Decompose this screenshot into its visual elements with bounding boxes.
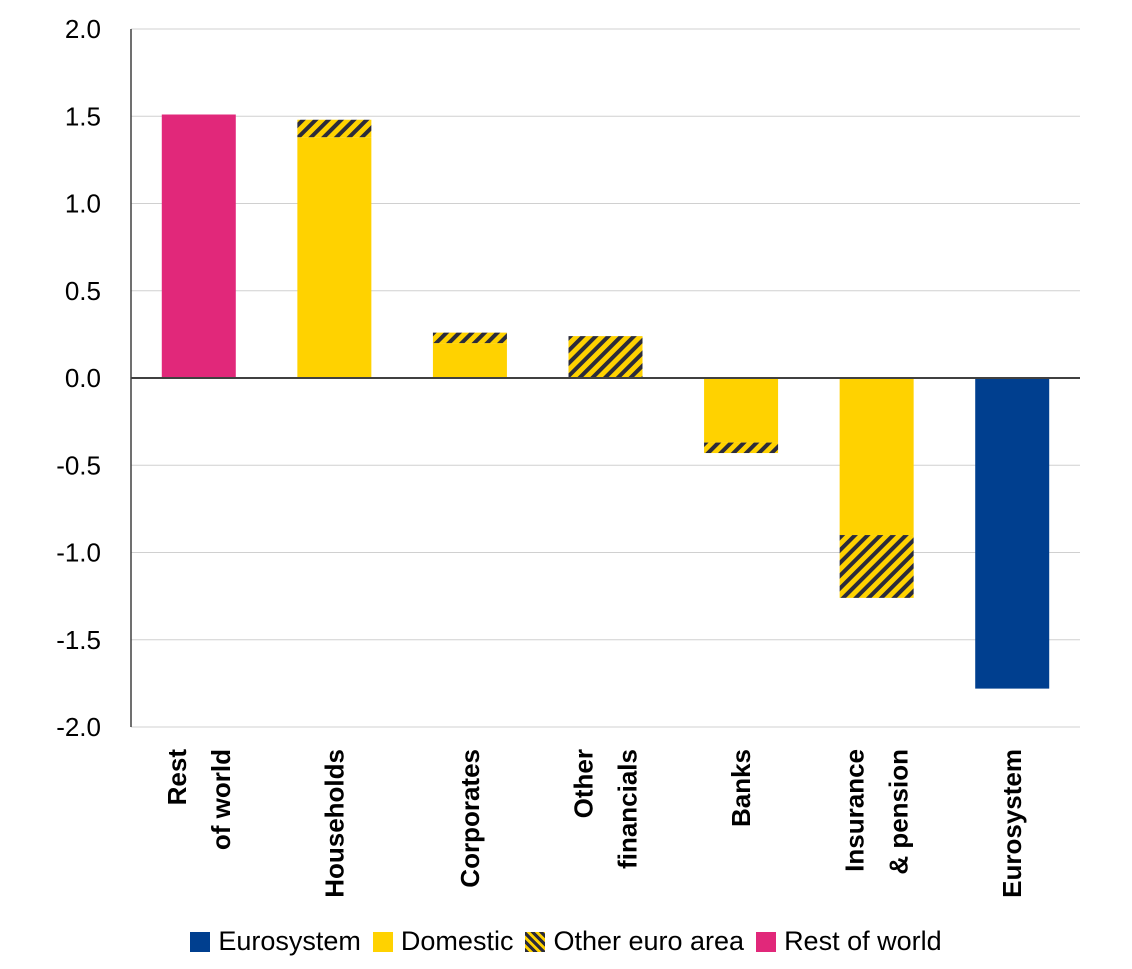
legend-label: Domestic — [400, 926, 514, 956]
legend-item: Domestic — [372, 926, 514, 957]
bar-segment-other-euro-area — [704, 442, 779, 454]
y-tick-label: -0.5 — [56, 450, 101, 480]
legend: Eurosystem Domestic Other euro area Rest of… — [0, 926, 1132, 957]
legend-swatch — [756, 931, 777, 952]
bars — [161, 114, 1050, 689]
y-tick-label: 1.0 — [65, 189, 101, 219]
category-label: Rest of world — [162, 749, 236, 850]
legend-item: Other euro area — [525, 926, 744, 957]
legend-label: Rest of world — [784, 926, 942, 956]
category-label: Other financials — [569, 749, 643, 869]
bar-segment-domestic — [297, 137, 372, 378]
category-label-line: & pension — [884, 749, 914, 875]
category-label-line: of world — [206, 749, 236, 850]
y-tick-label: -2.0 — [56, 712, 101, 742]
category-label-line: financials — [613, 749, 643, 869]
y-tick-labels: 2.0 1.5 1.0 0.5 0.0 -0.5 -1.0 -1.5 -2.0 — [56, 14, 101, 742]
bar-segment-domestic — [432, 343, 507, 378]
legend-swatch — [525, 931, 546, 952]
category-label-line: Insurance — [840, 749, 870, 872]
category-label-line: Households — [319, 749, 349, 898]
category-label: Banks — [726, 749, 756, 827]
legend-item: Eurosystem — [190, 926, 361, 957]
bar-segment-other-euro-area — [568, 336, 643, 378]
category-label: Corporates — [455, 749, 485, 888]
category-label-line: Rest — [162, 749, 192, 806]
legend-item: Rest of world — [756, 926, 942, 957]
bar-segment-domestic — [704, 378, 779, 443]
category-labels: Rest of world Households Corporates Other fin… — [162, 749, 1027, 898]
axes — [130, 29, 1080, 727]
y-tick-label: -1.5 — [56, 625, 101, 655]
category-label-line: Banks — [726, 749, 756, 827]
legend-label: Other euro area — [553, 926, 745, 956]
category-label: Insurance & pension — [840, 749, 914, 875]
category-label-line: Corporates — [455, 749, 485, 888]
bar-segment-other-euro-area — [839, 535, 914, 598]
gridlines — [131, 28, 1080, 728]
bar-segment-other-euro-area — [297, 119, 372, 138]
y-tick-label: 0.0 — [65, 363, 101, 393]
category-label: Eurosystem — [997, 749, 1027, 898]
legend-swatch — [190, 931, 211, 952]
category-label: Households — [319, 749, 349, 898]
bar-segment-domestic — [839, 378, 914, 536]
category-label-line: Eurosystem — [997, 749, 1027, 898]
legend-swatch — [372, 931, 393, 952]
bar-segment-other-euro-area — [432, 332, 507, 344]
y-tick-label: 0.5 — [65, 276, 101, 306]
y-tick-label: 1.5 — [65, 101, 101, 131]
y-tick-label: 2.0 — [65, 14, 101, 44]
chart: 2.0 1.5 1.0 0.5 0.0 -0.5 -1.0 -1.5 -2.0 Rest of w… — [56, 14, 1080, 898]
bar-segment-eurosystem — [975, 378, 1050, 689]
category-label-line: Other — [569, 749, 599, 818]
bar-segment-rest-of-world — [161, 114, 236, 378]
legend-label: Eurosystem — [218, 926, 361, 956]
y-tick-label: -1.0 — [56, 538, 101, 568]
